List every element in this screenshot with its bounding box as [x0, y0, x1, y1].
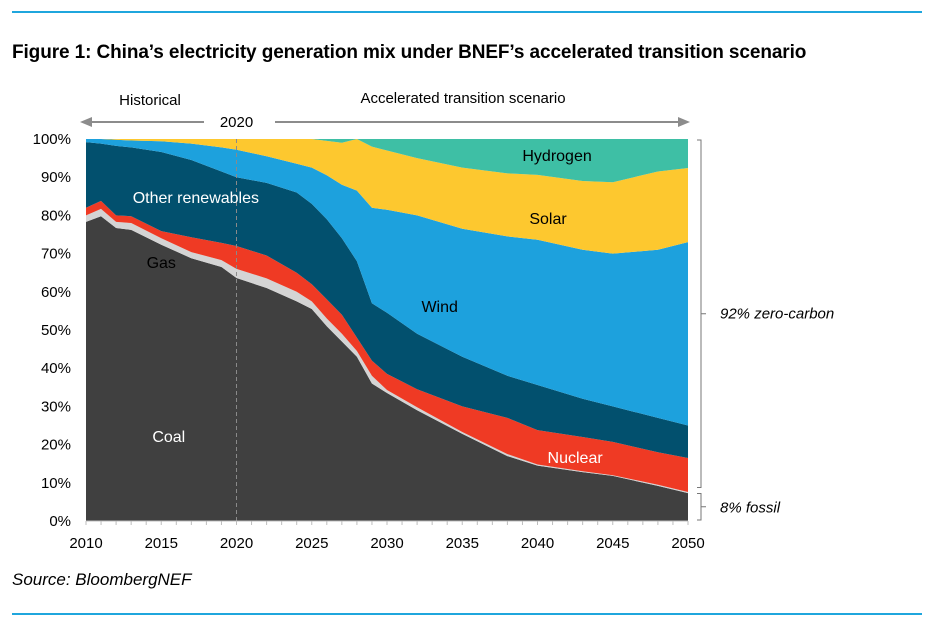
area-other-renewables	[86, 142, 688, 458]
brackets: 92% zero-carbon 8% fossil	[697, 139, 834, 521]
divider-year-label: 2020	[220, 114, 253, 131]
x-tick-label: 2020	[220, 535, 253, 552]
area-coal	[86, 216, 688, 521]
series-label-wind: Wind	[421, 299, 457, 316]
x-tick-label: 2050	[671, 535, 704, 552]
right-arrow-icon	[678, 117, 690, 127]
y-tick-label: 60%	[41, 284, 71, 301]
source-note: Source: BloombergNEF	[12, 570, 192, 589]
series-label-other-renewables: Other renewables	[133, 190, 259, 207]
zero-carbon-bracket	[697, 139, 706, 488]
x-axis: 2010 2015 2020 2025 2030 2035 2040 2045 2050	[69, 520, 705, 552]
x-tick-label: 2025	[295, 535, 328, 552]
x-tick-label: 2045	[596, 535, 629, 552]
y-tick-label: 20%	[41, 437, 71, 454]
period-arrows: Historical Accelerated transition scenari…	[80, 90, 690, 131]
zero-carbon-annotation: 92% zero-carbon	[720, 306, 834, 323]
area-nuclear	[86, 200, 688, 492]
top-rule	[12, 11, 922, 13]
y-axis: 0% 10% 20% 30% 40% 50% 60% 70% 80% 90% 100%	[33, 131, 71, 530]
area-layers	[86, 139, 688, 521]
y-tick-label: 40%	[41, 360, 71, 377]
historical-label: Historical	[119, 92, 181, 109]
y-tick-label: 30%	[41, 398, 71, 415]
y-tick-label: 0%	[49, 513, 71, 530]
series-label-gas: Gas	[147, 255, 176, 272]
area-gas	[86, 208, 688, 494]
series-labels: Coal Gas Nuclear Other renewables Wind Solar H…	[133, 148, 604, 467]
y-tick-label: 50%	[41, 322, 71, 339]
left-arrow-icon	[80, 117, 92, 127]
fossil-bracket	[697, 492, 706, 521]
area-solar	[86, 139, 688, 254]
x-tick-label: 2035	[446, 535, 479, 552]
y-tick-label: 70%	[41, 246, 71, 263]
y-tick-label: 80%	[41, 207, 71, 224]
area-wind	[86, 139, 688, 426]
fossil-annotation: 8% fossil	[720, 500, 781, 517]
x-tick-label: 2010	[69, 535, 102, 552]
x-tick-label: 2030	[370, 535, 403, 552]
series-label-hydrogen: Hydrogen	[522, 148, 591, 165]
x-tick-label: 2015	[145, 535, 178, 552]
scenario-label: Accelerated transition scenario	[360, 90, 565, 107]
figure-title: Figure 1: China’s electricity generation…	[12, 42, 807, 63]
area-hydrogen	[86, 139, 688, 183]
y-tick-label: 100%	[33, 131, 71, 148]
bottom-rule	[12, 613, 922, 615]
series-label-coal: Coal	[152, 429, 185, 446]
y-tick-label: 90%	[41, 169, 71, 186]
y-tick-label: 10%	[41, 475, 71, 492]
series-label-solar: Solar	[529, 211, 567, 228]
series-label-nuclear: Nuclear	[548, 450, 604, 467]
x-tick-label: 2040	[521, 535, 554, 552]
